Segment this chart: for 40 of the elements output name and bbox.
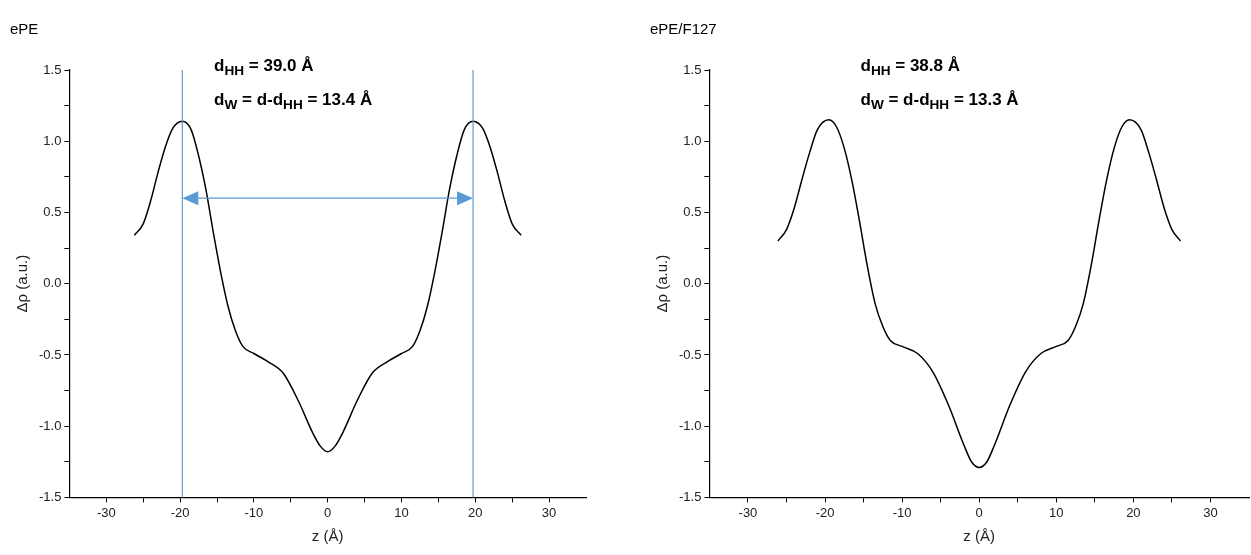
y-tick-label: 1.5	[683, 61, 702, 77]
x-tick-label: -20	[170, 504, 190, 520]
y-axis-title: Δρ (a.u.)	[13, 254, 31, 313]
x-tick-label: 20	[1126, 504, 1141, 520]
y-tick-label: 0.0	[683, 275, 702, 291]
y-tick-label: 1.0	[43, 132, 62, 148]
annotation: d$_{HH}$ = 38.8 Å	[860, 56, 960, 79]
y-axis-title: Δρ (a.u.)	[653, 254, 671, 313]
y-tick-label: -1.5	[38, 488, 62, 504]
y-tick-label: 1.5	[43, 61, 62, 77]
y-tick-label: -1.5	[678, 488, 702, 504]
annotation: d$_{W}$ = d-d$_{HH}$ = 13.3 Å	[860, 90, 1019, 113]
annotation: d$_{HH}$ = 39.0 Å	[214, 56, 314, 79]
y-tick-label: 0.5	[683, 204, 702, 220]
x-tick-label: -20	[815, 504, 835, 520]
x-tick-label: 30	[541, 504, 557, 520]
line-series	[133, 120, 522, 453]
x-tick-label: 20	[468, 504, 483, 520]
y-tick-label: 1.0	[683, 132, 702, 148]
x-tick-label: 0	[975, 504, 983, 520]
x-tick-label: 10	[1049, 504, 1064, 520]
x-tick-label: 10	[394, 504, 409, 520]
x-axis-title: z (Å)	[963, 527, 996, 545]
x-axis-title: z (Å)	[311, 527, 344, 545]
chart-title: ePE/F127	[650, 20, 717, 37]
chart-title: ePE	[10, 20, 39, 37]
x-tick-label: 30	[1203, 504, 1218, 520]
y-tick-label: -0.5	[38, 346, 62, 362]
x-tick-label: -30	[738, 504, 758, 520]
y-tick-label: -1.0	[678, 417, 702, 433]
x-tick-label: -10	[892, 504, 912, 520]
line-series	[777, 119, 1182, 469]
y-tick-label: 0.0	[43, 275, 62, 291]
y-tick-label: -0.5	[678, 346, 702, 362]
y-tick-label: -1.0	[38, 417, 62, 433]
x-tick-label: -30	[96, 504, 116, 520]
annotation: d$_{W}$ = d-d$_{HH}$ = 13.4 Å	[214, 90, 373, 113]
x-tick-label: -10	[244, 504, 264, 520]
x-tick-label: 0	[324, 504, 332, 520]
y-tick-label: 0.5	[43, 204, 62, 220]
